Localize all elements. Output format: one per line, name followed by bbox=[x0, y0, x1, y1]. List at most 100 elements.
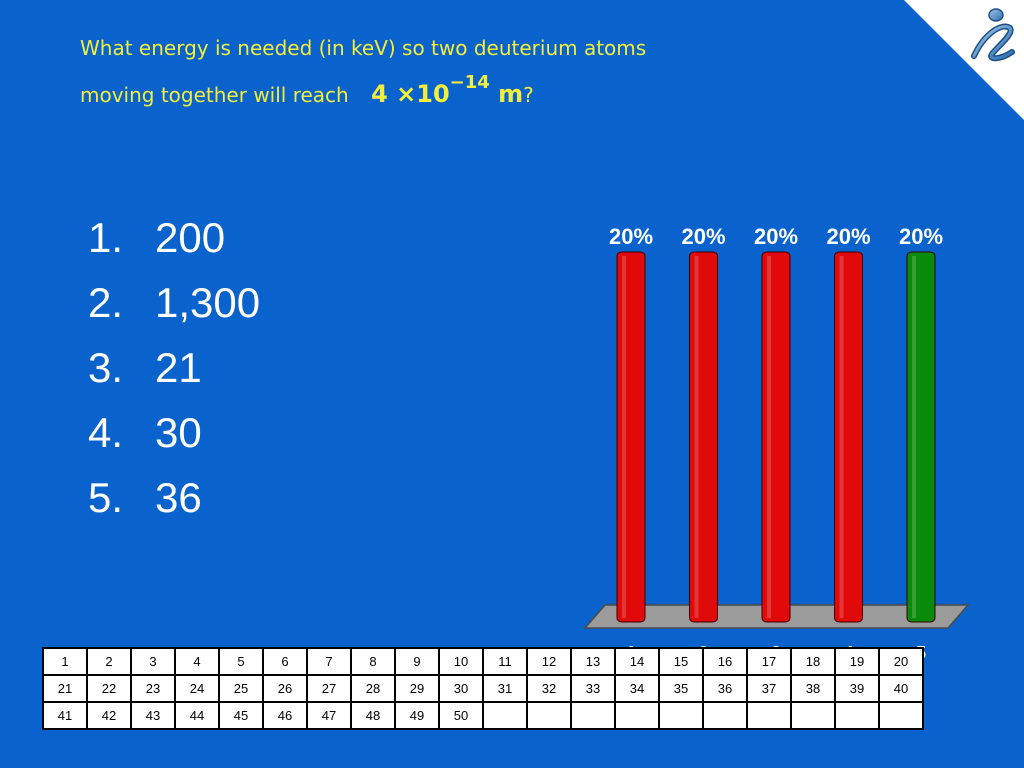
response-grid-cell: 12 bbox=[526, 647, 572, 676]
response-grid-cell: 45 bbox=[218, 701, 264, 730]
question-mark: ? bbox=[523, 83, 534, 107]
response-grid-cell: 29 bbox=[394, 674, 440, 703]
response-grid-cell: 28 bbox=[350, 674, 396, 703]
response-grid-cell: 16 bbox=[702, 647, 748, 676]
answer-option[interactable]: 5. 36 bbox=[88, 470, 260, 535]
response-grid-cell: 38 bbox=[790, 674, 836, 703]
chart-bar bbox=[761, 251, 791, 623]
response-grid-cell: 21 bbox=[42, 674, 88, 703]
chart-data-label: 20% bbox=[754, 224, 798, 249]
chart-bar-highlight bbox=[912, 256, 916, 618]
response-grid-cell: 6 bbox=[262, 647, 308, 676]
chart-bar bbox=[616, 251, 646, 623]
question-line-2: moving together will reach 4 ×10−14 m? bbox=[80, 74, 646, 110]
distance-formula: 4 ×10−14 m bbox=[371, 74, 524, 109]
response-grid-cell bbox=[834, 701, 880, 730]
response-bar-chart: 20%120%220%320%420%5 bbox=[583, 224, 970, 663]
formula-unit: m bbox=[498, 80, 524, 108]
question-text: What energy is needed (in keV) so two de… bbox=[80, 34, 646, 110]
response-grid-cell: 35 bbox=[658, 674, 704, 703]
response-grid-cell: 25 bbox=[218, 674, 264, 703]
response-grid-cell: 13 bbox=[570, 647, 616, 676]
chart-bar-highlight bbox=[767, 256, 771, 618]
response-grid-row: 21 22 23 24 25 26 27 28 29 30 31 32 33 34 35 36 37 38 39 40 bbox=[42, 674, 924, 703]
response-grid-cell: 43 bbox=[130, 701, 176, 730]
response-grid-cell: 24 bbox=[174, 674, 220, 703]
chart-data-label: 20% bbox=[899, 224, 943, 249]
response-grid-cell: 10 bbox=[438, 647, 484, 676]
chart-bar bbox=[689, 251, 718, 623]
answer-option[interactable]: 4. 30 bbox=[88, 405, 260, 470]
response-grid-cell bbox=[878, 701, 924, 730]
response-grid-row: 1 2 3 4 5 6 7 8 9 10 11 12 13 14 15 16 17 18 19 20 bbox=[42, 647, 924, 676]
response-grid-cell: 49 bbox=[394, 701, 440, 730]
response-grid-cell: 27 bbox=[306, 674, 352, 703]
answer-option[interactable]: 2. 1,300 bbox=[88, 275, 260, 340]
response-grid-cell: 34 bbox=[614, 674, 660, 703]
response-grid-cell: 4 bbox=[174, 647, 220, 676]
response-grid-cell bbox=[614, 701, 660, 730]
response-grid-cell: 40 bbox=[878, 674, 924, 703]
response-grid-cell: 9 bbox=[394, 647, 440, 676]
chart-bar bbox=[906, 251, 936, 623]
response-grid-cell: 33 bbox=[570, 674, 616, 703]
answer-text: 36 bbox=[155, 474, 202, 521]
response-grid-cell bbox=[746, 701, 792, 730]
response-grid-cell: 39 bbox=[834, 674, 880, 703]
response-grid: 1 2 3 4 5 6 7 8 9 10 11 12 13 14 15 16 17 18 19 20 21 22 23 24 2… bbox=[42, 647, 924, 730]
chart-bar-highlight bbox=[622, 256, 626, 618]
response-grid-cell bbox=[526, 701, 572, 730]
response-grid-cell: 31 bbox=[482, 674, 528, 703]
response-grid-cell: 14 bbox=[614, 647, 660, 676]
chart-data-label: 20% bbox=[609, 224, 653, 249]
answer-text: 21 bbox=[155, 344, 202, 391]
formula-exponent: −14 bbox=[449, 72, 490, 93]
answer-number: 2. bbox=[88, 279, 124, 326]
response-grid-cell: 1 bbox=[42, 647, 88, 676]
chart-bar bbox=[834, 251, 863, 623]
response-grid-cell: 20 bbox=[878, 647, 924, 676]
chart-bar-highlight bbox=[839, 256, 844, 618]
turning-point-logo-icon bbox=[971, 8, 1015, 62]
response-grid-cell: 8 bbox=[350, 647, 396, 676]
response-grid-cell bbox=[702, 701, 748, 730]
response-grid-cell: 42 bbox=[86, 701, 132, 730]
chart-data-label: 20% bbox=[681, 224, 725, 249]
answer-number: 1. bbox=[88, 214, 124, 261]
response-grid-cell: 36 bbox=[702, 674, 748, 703]
question-line-1: What energy is needed (in keV) so two de… bbox=[80, 36, 647, 60]
response-grid-cell: 2 bbox=[86, 647, 132, 676]
answer-text: 200 bbox=[155, 214, 226, 261]
response-grid-cell: 7 bbox=[306, 647, 352, 676]
response-grid-cell: 19 bbox=[834, 647, 880, 676]
answer-text: 1,300 bbox=[155, 279, 261, 326]
response-grid-cell: 48 bbox=[350, 701, 396, 730]
response-grid-cell: 3 bbox=[130, 647, 176, 676]
formula-base: 4 ×10 bbox=[371, 80, 450, 108]
response-grid-cell: 23 bbox=[130, 674, 176, 703]
response-grid-cell: 44 bbox=[174, 701, 220, 730]
response-grid-cell: 18 bbox=[790, 647, 836, 676]
answer-number: 3. bbox=[88, 344, 124, 391]
question-line-2-text: moving together will reach bbox=[80, 83, 349, 107]
response-grid-cell bbox=[482, 701, 528, 730]
response-grid-cell: 5 bbox=[218, 647, 264, 676]
answer-number: 4. bbox=[88, 409, 124, 456]
response-grid-cell: 30 bbox=[438, 674, 484, 703]
response-grid-cell: 50 bbox=[438, 701, 484, 730]
response-grid-cell: 37 bbox=[746, 674, 792, 703]
response-grid-cell: 15 bbox=[658, 647, 704, 676]
corner-decoration bbox=[904, 0, 1024, 120]
answer-list: 1. 200 2. 1,300 3. 21 4. 30 5. 36 bbox=[88, 210, 260, 535]
chart-data-label: 20% bbox=[826, 224, 870, 249]
response-grid-cell bbox=[790, 701, 836, 730]
response-grid-cell bbox=[570, 701, 616, 730]
response-grid-cell: 22 bbox=[86, 674, 132, 703]
response-grid-cell bbox=[658, 701, 704, 730]
answer-option[interactable]: 1. 200 bbox=[88, 210, 260, 275]
response-grid-cell: 26 bbox=[262, 674, 308, 703]
response-grid-cell: 32 bbox=[526, 674, 572, 703]
response-grid-cell: 47 bbox=[306, 701, 352, 730]
response-grid-cell: 17 bbox=[746, 647, 792, 676]
answer-option[interactable]: 3. 21 bbox=[88, 340, 260, 405]
